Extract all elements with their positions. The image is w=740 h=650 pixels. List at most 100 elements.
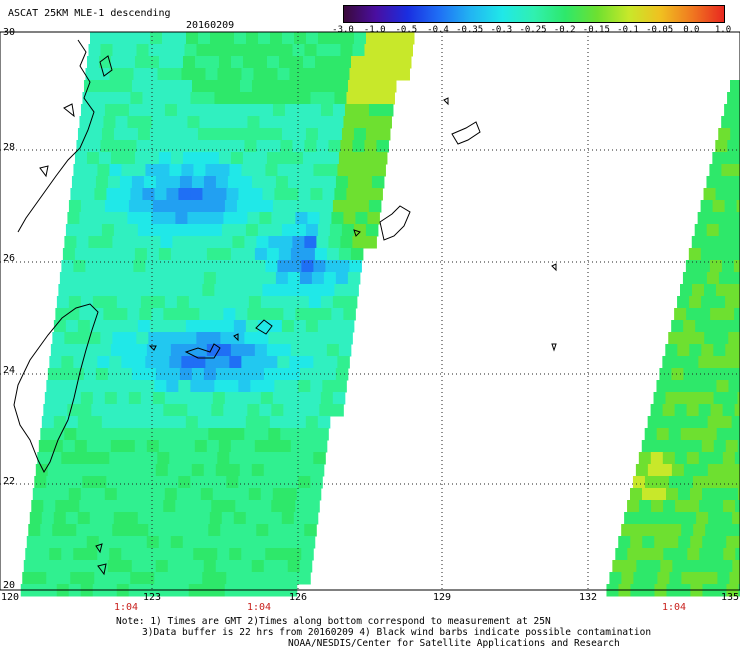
wind-cell [212,200,226,213]
wind-cell [122,536,136,549]
wind-cell [736,104,740,117]
wind-cell [173,224,187,237]
wind-cell [612,560,625,573]
wind-cell [328,332,341,345]
lon-tick-120: 120 [0,592,20,603]
wind-cell [370,188,383,201]
wind-cell [26,536,40,549]
wind-cell [140,296,154,309]
wind-cell [241,164,254,177]
wind-cell [738,488,740,501]
wind-cell [88,236,101,249]
wind-cell [663,500,676,513]
wind-cell [74,344,88,357]
wind-cell [101,512,115,525]
color-scale-bar [343,5,725,23]
wind-cell [307,212,320,225]
wind-cell [329,320,343,333]
wind-cell [325,260,338,273]
wind-cell [97,260,110,273]
wind-cell [104,200,118,213]
wind-cell [340,140,353,153]
wind-cell [98,536,112,549]
wind-cell [164,200,178,213]
wind-cell [143,272,157,285]
wind-cell [126,32,139,45]
wind-cell [272,488,286,501]
wind-cell [250,284,263,297]
wind-cell [310,188,323,201]
wind-cell [719,320,732,333]
scale-label: -0.15 [582,25,610,35]
wind-cell [148,524,161,537]
wind-cell [124,236,137,249]
wind-cell [256,332,269,345]
wind-cell [83,464,97,477]
wind-cell [208,428,221,441]
wind-cell [732,512,740,525]
wind-cell [119,464,133,477]
wind-cell [88,332,101,345]
wind-cell [736,152,740,165]
wind-cell [64,332,77,345]
wind-cell [236,200,250,213]
wind-cell [71,272,85,285]
wind-cell [340,236,353,249]
wind-cell [100,428,113,441]
wind-cell [355,116,368,129]
wind-cell [182,152,196,165]
wind-cell [139,500,152,513]
wind-cell [683,320,696,333]
wind-cell [259,116,272,129]
wind-cell [283,404,296,417]
wind-cell [690,536,703,549]
wind-cell [124,524,137,537]
wind-cell [271,212,284,225]
wind-cell [236,488,250,501]
wind-cell [247,116,260,129]
wind-cell [161,416,175,429]
wind-cell [239,560,253,573]
wind-cell [716,380,729,393]
wind-cell [71,560,85,573]
wind-cell [41,416,55,429]
lat-tick-22: 22 [3,476,16,487]
wind-cell [322,284,335,297]
wind-cell [349,260,362,273]
wind-cell [697,212,711,225]
small-islets [148,97,557,352]
wind-cell [152,104,166,117]
wind-cell [359,176,373,189]
wind-cell [711,500,724,513]
wind-cell [707,416,721,429]
wind-cell [698,308,711,321]
wind-cell [149,320,163,333]
wind-cell [713,296,726,309]
wind-cell [263,272,277,285]
wind-cell [157,164,170,177]
wind-cell [104,392,118,405]
wind-cell [142,380,155,393]
wind-cell [86,56,100,69]
wind-cell [115,404,128,417]
wind-cell [55,404,68,417]
wind-cell [127,308,140,321]
wind-cell [61,260,74,273]
wind-cell [157,548,170,561]
wind-cell [197,320,211,333]
wind-cell [734,404,740,417]
wind-cell [130,572,143,585]
wind-cell [85,548,98,561]
wind-cell [196,332,209,345]
wind-cell [368,200,382,213]
wind-cell [707,464,721,477]
wind-cell [710,308,723,321]
wind-cell [715,140,728,153]
wind-cell [331,212,344,225]
wind-cell [134,248,148,261]
wind-cell [245,512,259,525]
lat-tick-28: 28 [3,142,16,153]
wind-cell [678,488,691,501]
wind-cell [208,332,221,345]
wind-cell [364,140,377,153]
